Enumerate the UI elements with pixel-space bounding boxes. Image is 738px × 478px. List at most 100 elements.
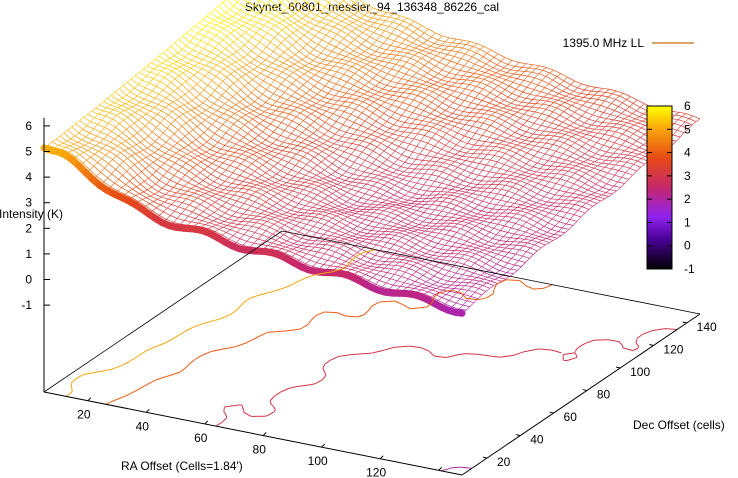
surface-segment <box>132 104 137 108</box>
surface-segment <box>457 97 465 101</box>
surface-segment <box>436 55 444 59</box>
surface-segment <box>511 227 519 231</box>
surface-segment <box>535 103 543 105</box>
surface-segment <box>361 249 369 254</box>
surface-segment <box>218 228 227 233</box>
surface-segment <box>210 173 219 179</box>
surface-segment <box>194 25 202 30</box>
surface-segment <box>165 97 174 103</box>
surface-segment <box>600 170 608 174</box>
surface-segment <box>390 278 398 282</box>
surface-segment <box>210 9 215 13</box>
surface-segment <box>442 136 450 142</box>
surface-segment <box>525 172 533 175</box>
surface-segment <box>102 145 107 149</box>
surface-segment <box>439 165 447 169</box>
surface-segment <box>83 150 88 153</box>
surface-segment <box>469 189 477 192</box>
surface-segment <box>354 219 362 224</box>
surface-segment <box>176 96 182 100</box>
surface-segment <box>97 162 105 169</box>
surface-segment <box>305 56 314 62</box>
surface-segment <box>349 14 354 18</box>
surface-segment <box>413 28 418 33</box>
surface-segment <box>586 101 594 104</box>
surface-segment <box>114 182 122 188</box>
surface-segment <box>259 0 267 6</box>
surface-segment <box>350 0 355 4</box>
surface-segment <box>295 41 304 49</box>
surface-segment <box>441 44 449 47</box>
surface-segment <box>134 119 139 124</box>
surface-segment <box>360 88 368 92</box>
surface-segment <box>408 240 417 245</box>
surface-segment <box>353 122 362 126</box>
surface-segment <box>175 108 184 115</box>
surface-segment <box>328 220 336 225</box>
surface-segment <box>633 133 641 138</box>
surface-segment <box>474 73 482 76</box>
surface-segment <box>295 225 303 229</box>
surface-segment <box>174 175 182 180</box>
surface-segment <box>466 213 474 217</box>
surface-segment <box>609 156 617 158</box>
surface-segment <box>364 120 373 126</box>
surface-segment <box>266 4 274 10</box>
surface-segment <box>514 140 522 144</box>
surface-segment <box>331 83 337 90</box>
surface-segment <box>428 61 436 67</box>
surface-segment <box>133 98 141 103</box>
surface-segment <box>313 44 319 50</box>
surface-segment <box>470 182 478 185</box>
surface-segment <box>177 49 183 54</box>
surface-segment <box>225 165 231 171</box>
surface-segment <box>352 20 357 23</box>
surface-segment <box>496 172 504 175</box>
surface-segment <box>482 56 491 62</box>
surface-segment <box>518 199 526 203</box>
surface-segment <box>438 205 446 208</box>
surface-segment <box>209 184 218 189</box>
surface-segment <box>329 187 337 192</box>
surface-segment <box>246 141 251 145</box>
surface-segment <box>479 127 487 131</box>
surface-segment <box>209 149 218 153</box>
surface-segment <box>279 209 287 213</box>
surface-segment <box>393 124 401 128</box>
surface-segment <box>498 246 506 249</box>
surface-segment <box>224 20 232 25</box>
surface-segment <box>296 29 305 36</box>
surface-segment <box>528 176 536 179</box>
surface-segment <box>401 115 409 119</box>
surface-segment <box>340 155 348 160</box>
surface-segment <box>143 65 148 70</box>
surface-segment <box>598 158 606 161</box>
surface-segment <box>208 68 213 73</box>
surface-segment <box>449 37 457 40</box>
surface-segment <box>314 188 322 193</box>
surface-segment <box>87 113 95 119</box>
surface-segment <box>217 141 225 146</box>
surface-segment <box>452 296 461 300</box>
surface-segment <box>550 236 558 239</box>
surface-segment <box>462 274 470 277</box>
surface-segment <box>468 251 476 255</box>
surface-segment <box>331 10 339 16</box>
surface-segment <box>585 111 593 116</box>
surface-segment <box>184 185 192 189</box>
surface-segment <box>537 84 545 89</box>
surface-segment <box>278 71 283 77</box>
surface-segment <box>275 148 283 151</box>
surface-segment <box>468 60 476 65</box>
surface-segment <box>105 112 110 117</box>
surface-segment <box>620 120 628 124</box>
surface-segment <box>238 110 246 116</box>
surface-segment <box>230 73 238 81</box>
surface-segment <box>246 174 251 179</box>
surface-segment <box>334 179 342 183</box>
surface-segment <box>318 117 326 123</box>
surface-segment <box>311 25 317 29</box>
surface-segment <box>604 134 612 137</box>
surface-segment <box>619 127 627 131</box>
